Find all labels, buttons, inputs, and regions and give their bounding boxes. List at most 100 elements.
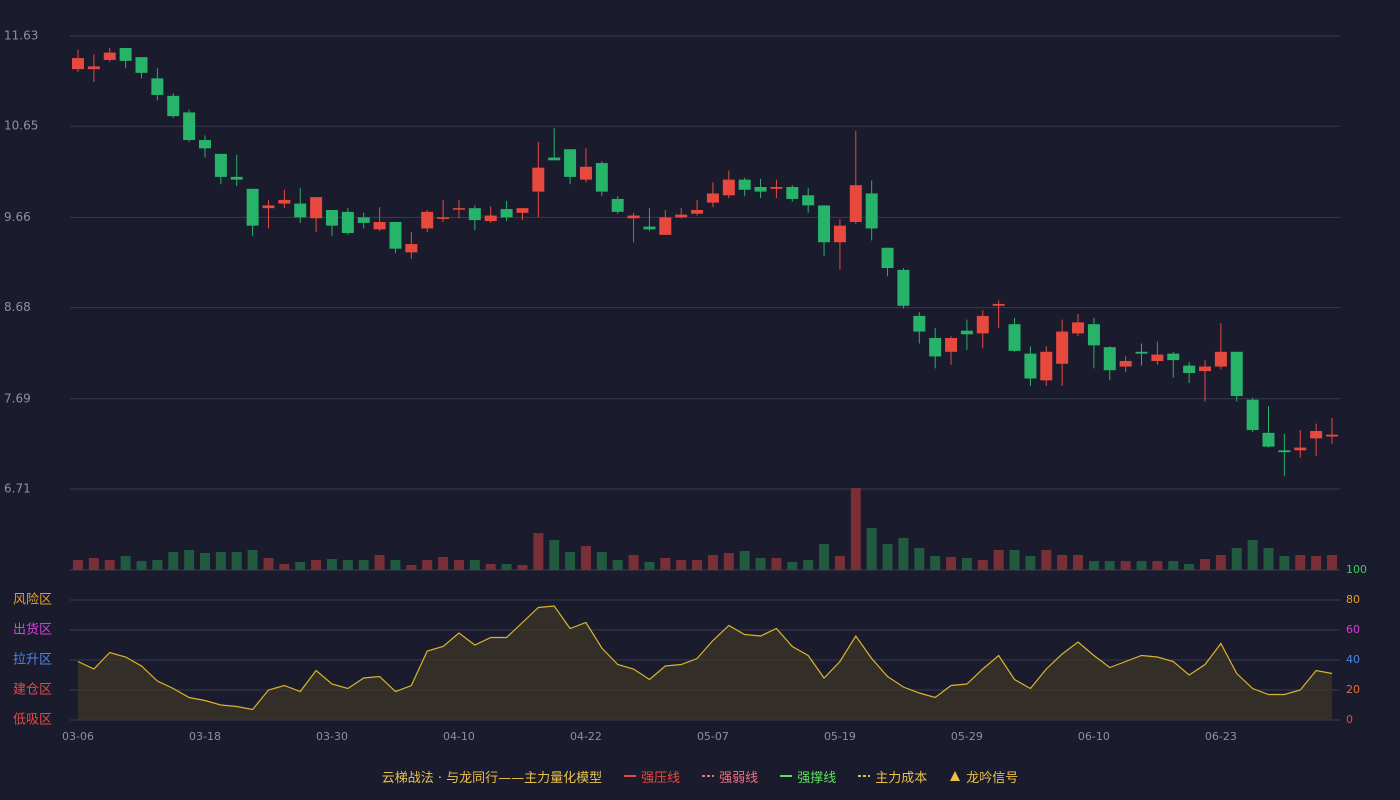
zone-label: 风险区 <box>13 593 52 608</box>
candle-body <box>1214 351 1227 367</box>
volume-bar <box>120 556 131 570</box>
candle-body <box>167 95 180 117</box>
candle-body <box>294 203 307 218</box>
volume-bar <box>1215 555 1226 570</box>
volume-bar <box>723 553 734 570</box>
volume-bar <box>1057 555 1068 570</box>
volume-bar <box>993 550 1004 570</box>
y2-tick-label: 60 <box>1346 623 1360 636</box>
zone-label: 低吸区 <box>13 713 52 728</box>
candle-body <box>341 211 354 234</box>
candle-body <box>484 215 497 222</box>
y-tick-label: 7.69 <box>4 391 31 405</box>
volume-bar <box>565 552 576 570</box>
volume-bar <box>231 552 242 570</box>
candle-body <box>929 338 942 357</box>
candle-body <box>1294 447 1307 451</box>
candle-body <box>1262 432 1275 447</box>
volume-bar <box>422 560 433 570</box>
volume-bar <box>1200 559 1211 570</box>
x-tick-label: 03-18 <box>189 730 221 743</box>
volume-bar <box>1009 550 1020 570</box>
y-tick-label: 10.65 <box>4 119 38 133</box>
volume-bar <box>898 538 909 570</box>
x-tick-label: 03-06 <box>62 730 94 743</box>
volume-bar <box>199 553 210 570</box>
volume-bar <box>1247 540 1258 570</box>
candle-body <box>151 78 164 95</box>
volume-bar <box>533 533 544 570</box>
volume-bar <box>1311 556 1322 570</box>
volume-bar <box>739 551 750 570</box>
candle-body <box>532 167 545 192</box>
candle-body <box>1183 365 1196 373</box>
legend-label: 强弱线 <box>719 770 759 786</box>
volume-bar <box>803 560 814 570</box>
candle-body <box>770 187 783 189</box>
volume-bar <box>914 548 925 570</box>
legend-item: 主力成本 <box>858 767 927 786</box>
legend-marker <box>780 775 793 777</box>
candle-body <box>579 166 592 180</box>
volume-bar <box>961 558 972 570</box>
candle-body <box>849 185 862 222</box>
volume-bar <box>882 544 893 570</box>
volume-bar <box>485 564 496 570</box>
candle-body <box>1024 353 1037 379</box>
y2-tick-label: 20 <box>1346 683 1360 696</box>
volume-bar <box>930 556 941 570</box>
candle-body <box>564 149 577 177</box>
legend-item: 强压线 <box>624 767 680 786</box>
volume-bar <box>580 546 591 570</box>
legend-item: 强弱线 <box>702 767 758 786</box>
volume-bar <box>1168 561 1179 570</box>
volume-bar <box>73 560 83 570</box>
candle-body <box>1119 361 1132 367</box>
volume-bar <box>374 555 385 570</box>
indicator-line <box>77 605 1333 711</box>
candle-body <box>706 193 719 203</box>
x-tick-label: 05-29 <box>951 730 983 743</box>
volume-bar <box>628 555 639 570</box>
volume-bar <box>1184 564 1195 570</box>
candle-body <box>611 198 624 212</box>
volume-bar <box>469 560 480 570</box>
candle-body <box>468 208 481 221</box>
y2-tick-label: 100 <box>1346 563 1367 576</box>
candle-body <box>183 112 196 141</box>
x-tick-label: 05-19 <box>824 730 856 743</box>
candle-body <box>960 330 973 335</box>
volume-bar <box>247 550 258 570</box>
volume-bar <box>644 562 655 570</box>
volume-bar <box>1295 555 1306 570</box>
y2-tick-label: 40 <box>1346 653 1360 666</box>
volume-bar <box>358 560 369 570</box>
candle-body <box>865 193 878 229</box>
volume-bar <box>184 550 195 570</box>
volume-bar <box>104 560 115 570</box>
candle-body <box>87 66 100 70</box>
legend-item: 龙吟信号 <box>949 767 1018 786</box>
volume-bar <box>1041 550 1052 570</box>
candle-body <box>1151 354 1164 362</box>
candle-body <box>881 247 894 269</box>
volume-bar <box>215 552 226 570</box>
indicator-area <box>78 606 1332 720</box>
volume-bar <box>692 560 703 570</box>
y-tick-label: 9.66 <box>4 210 31 224</box>
candle-body <box>1135 351 1148 354</box>
volume-bar <box>263 558 274 570</box>
candle-body <box>1199 366 1212 372</box>
candle-body <box>325 210 338 226</box>
y-tick-label: 6.71 <box>4 482 31 496</box>
legend-label: 强压线 <box>641 770 681 786</box>
legend-label: 主力成本 <box>875 770 928 786</box>
volume-bar <box>501 564 512 570</box>
candle-body <box>1056 331 1069 364</box>
candle-body <box>72 58 84 70</box>
candle-body <box>675 214 688 218</box>
candle-body <box>659 217 672 235</box>
legend-marker <box>702 775 715 777</box>
volume-bar <box>406 565 417 570</box>
